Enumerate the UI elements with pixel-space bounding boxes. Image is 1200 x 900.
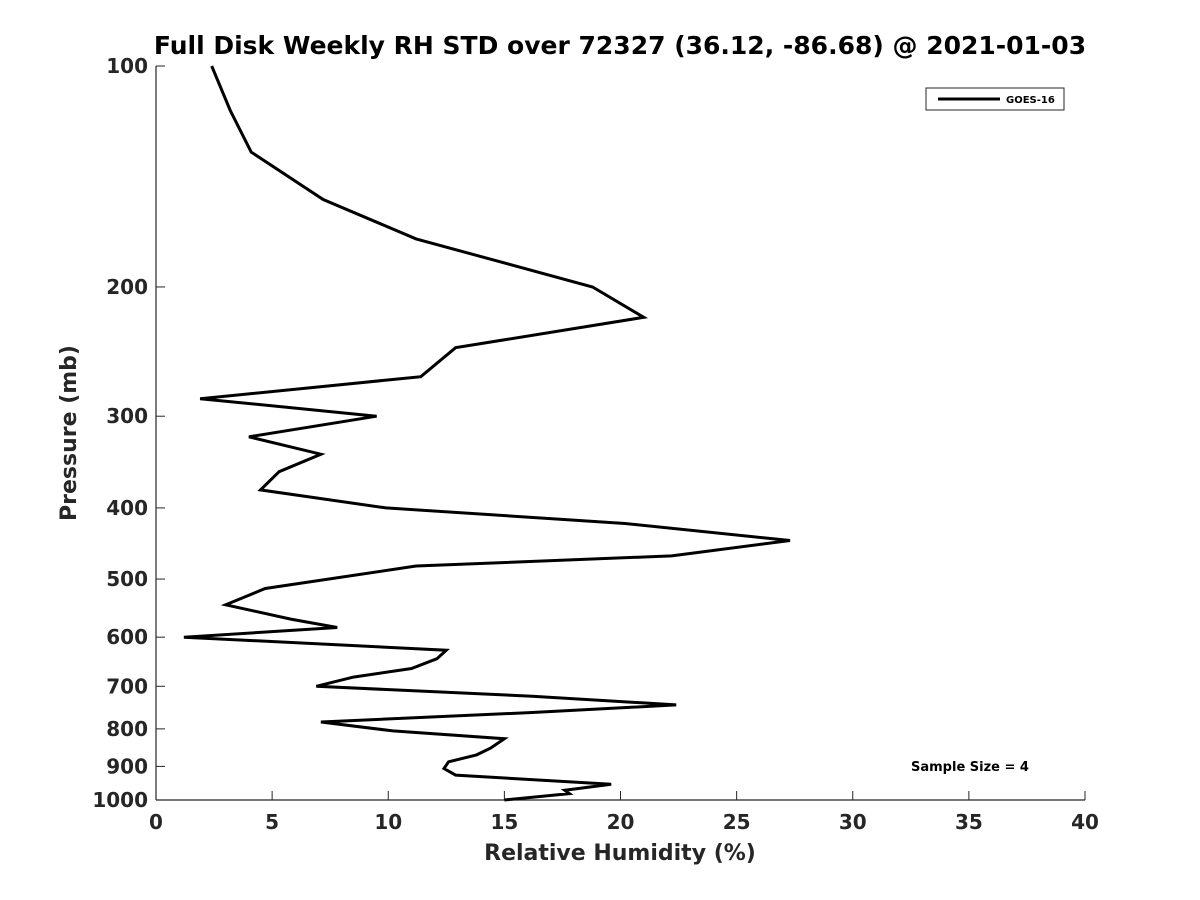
y-tick-label: 300 — [106, 404, 148, 428]
y-tick-label: 1000 — [92, 788, 148, 812]
legend-label-goes-16: GOES-16 — [1006, 95, 1055, 106]
annotation-sample-size: Sample Size = 4 — [911, 760, 1029, 775]
series-group — [183, 65, 791, 802]
x-tick-label: 30 — [839, 810, 867, 834]
x-tick-label: 25 — [723, 810, 751, 834]
x-tick-label: 5 — [265, 810, 279, 834]
plot-axes — [155, 66, 1085, 801]
x-tick-label: 15 — [490, 810, 518, 834]
y-tick-label: 800 — [106, 717, 148, 741]
x-tick-label: 10 — [374, 810, 402, 834]
y-tick-label: 100 — [106, 54, 148, 78]
y-axis-ticks: 100 200 300 400 500 600 700 800 900 1000 — [92, 54, 165, 812]
y-tick-label: 400 — [106, 496, 148, 520]
x-tick-label: 35 — [955, 810, 983, 834]
y-axis-label: Pressure (mb) — [57, 345, 82, 521]
y-tick-label: 700 — [106, 674, 148, 698]
x-tick-label: 40 — [1071, 810, 1099, 834]
y-tick-label: 500 — [106, 567, 148, 591]
x-axis-label: Relative Humidity (%) — [484, 841, 756, 866]
x-tick-label: 20 — [607, 810, 635, 834]
x-tick-label: 0 — [149, 810, 163, 834]
legend: GOES-16 — [925, 87, 1065, 111]
chart-title: Full Disk Weekly RH STD over 72327 (36.1… — [154, 31, 1086, 60]
y-tick-label: 200 — [106, 275, 148, 299]
series-line-goes-16 — [183, 65, 791, 802]
y-tick-label: 900 — [106, 754, 148, 778]
x-axis-ticks: 0 5 10 15 20 25 30 35 40 — [149, 791, 1099, 834]
y-tick-label: 600 — [106, 625, 148, 649]
